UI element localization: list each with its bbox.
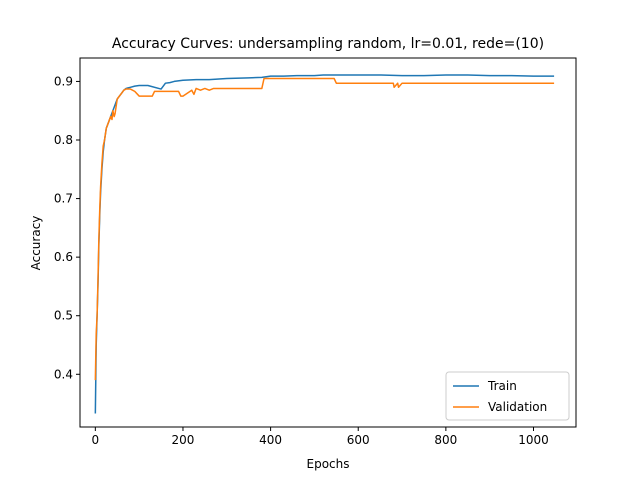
y-tick-label: 0.6 [54, 250, 73, 264]
series-layer [94, 74, 555, 414]
legend: Train Validation [445, 371, 570, 421]
series-line-validation [94, 77, 555, 381]
x-tick-label: 200 [172, 433, 195, 447]
axes-frame [79, 57, 577, 428]
x-tick-label: 400 [259, 433, 282, 447]
legend-label-train: Train [487, 379, 517, 393]
x-tick-label: 0 [92, 433, 100, 447]
y-tick-label: 0.7 [54, 192, 73, 206]
y-tick-label: 0.5 [54, 309, 73, 323]
chart-title: Accuracy Curves: undersampling random, l… [112, 36, 544, 52]
y-tick-label: 0.9 [54, 74, 73, 88]
x-tick-label: 600 [347, 433, 370, 447]
legend-label-validation: Validation [488, 400, 547, 414]
y-tick-label: 0.4 [54, 367, 73, 381]
x-axis-label: Epochs [307, 457, 350, 471]
x-tick-label: 1000 [518, 433, 549, 447]
axes-layer: 0 200 400 600 800 1000 0.4 0.5 0.6 0.7 0.8 0.9 [54, 57, 577, 447]
x-tick-label: 800 [434, 433, 457, 447]
y-tick-label: 0.8 [54, 133, 73, 147]
legend-box [445, 371, 570, 421]
y-axis-label: Accuracy [29, 216, 43, 271]
